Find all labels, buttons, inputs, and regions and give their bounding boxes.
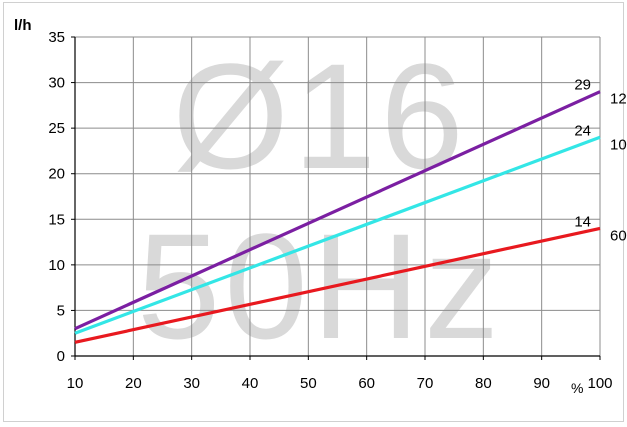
x-tick-label: 60 [358,375,375,392]
series-end-label: 14 [574,213,591,230]
y-tick-label: 15 [48,211,65,228]
x-tick-label: 40 [242,375,259,392]
y-tick-label: 5 [57,302,65,319]
x-tick-label: 90 [533,375,550,392]
x-tick-label: 70 [417,375,434,392]
series-group [74,90,601,344]
watermark-text: Ø16 [172,32,468,200]
series-line [74,135,601,335]
series-side-label: 103 [610,136,627,153]
y-tick-label: 35 [48,29,65,46]
y-tick-label: 10 [48,257,65,274]
y-tick-label: 0 [57,348,65,365]
x-axis-unit: % [571,380,583,396]
x-tick-label: 50 [300,375,317,392]
x-tick-label: 100 [587,375,612,392]
series-end-label: 24 [574,122,591,139]
series-side-label: 120 [610,91,627,108]
series-end-label: 29 [574,77,591,94]
y-tick-label: 25 [48,120,65,137]
y-tick-label: 20 [48,166,65,183]
axes: 10 20 30 40 50 60 70 80 90 100 0 5 10 15 20 25 30 35 [48,29,612,392]
x-tick-label: 30 [183,375,200,392]
x-tick-label: 80 [475,375,492,392]
labels-group: 29 120 24 103 14 60 [574,77,627,245]
series-line [74,90,601,331]
series-line [74,226,601,344]
y-tick-label: 30 [48,75,65,92]
series-side-label: 60 [610,227,627,244]
x-tick-label: 10 [67,375,84,392]
x-tick-label: 20 [125,375,142,392]
y-axis-label: l/h [14,17,32,34]
chart-frame [3,2,624,422]
